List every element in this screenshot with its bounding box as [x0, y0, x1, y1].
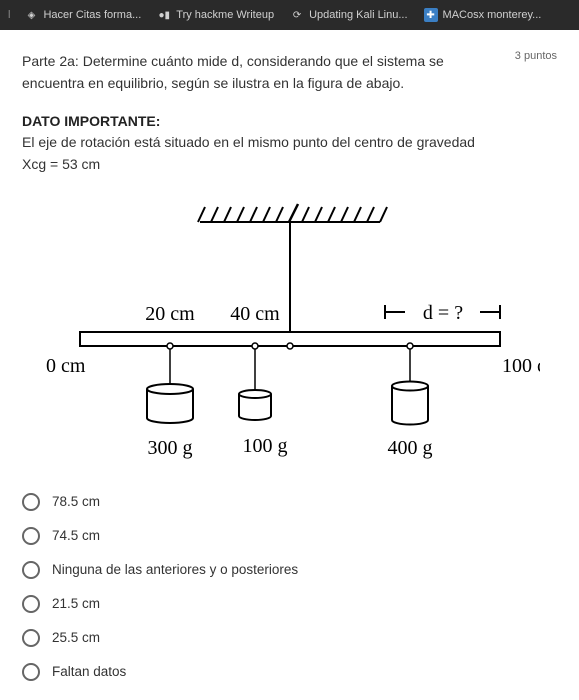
option-label: Ninguna de las anteriores y o posteriore… — [52, 562, 298, 577]
radio-icon — [22, 493, 40, 511]
label-w1: 300 g — [147, 437, 192, 459]
question-line2: encuentra en equilibrio, según se ilustr… — [22, 75, 404, 91]
label-100cm: 100 cm — [502, 355, 540, 377]
question-header: Parte 2a: Determine cuánto mide d, consi… — [22, 50, 557, 95]
label-d: d = ? — [422, 302, 462, 324]
question-points: 3 puntos — [515, 50, 557, 62]
bookmark-label: Try hackme Writeup — [176, 9, 274, 21]
answer-options: 78.5 cm 74.5 cm Ninguna de las anteriore… — [22, 485, 557, 689]
label-20cm: 20 cm — [145, 303, 195, 325]
answer-option[interactable]: Ninguna de las anteriores y o posteriore… — [22, 553, 557, 587]
radio-icon — [22, 527, 40, 545]
diamond-icon: ◈ — [24, 8, 38, 22]
label-0cm: 0 cm — [46, 355, 86, 377]
question-text: Parte 2a: Determine cuánto mide d, consi… — [22, 50, 499, 95]
bookmark-item[interactable]: ●▮ Try hackme Writeup — [151, 4, 280, 26]
bookmark-label: MACosx monterey... — [443, 9, 542, 21]
option-label: 74.5 cm — [52, 528, 100, 543]
dot-icon: ●▮ — [157, 8, 171, 22]
option-label: 78.5 cm — [52, 494, 100, 509]
option-label: 25.5 cm — [52, 630, 100, 645]
radio-icon — [22, 663, 40, 681]
radio-icon — [22, 561, 40, 579]
answer-option[interactable]: 78.5 cm — [22, 485, 557, 519]
dato-title: DATO IMPORTANTE: — [22, 113, 557, 129]
question-line1: Parte 2a: Determine cuánto mide d, consi… — [22, 53, 444, 69]
bookmark-item[interactable]: ✚ MACosx monterey... — [418, 4, 548, 26]
dato-text: El eje de rotación está situado en el mi… — [22, 131, 557, 176]
dato-line1: El eje de rotación está situado en el mi… — [22, 134, 475, 150]
physics-figure: 20 cm 40 cm d = ? 0 cm 100 cm — [40, 192, 540, 477]
figure-svg: 20 cm 40 cm d = ? 0 cm 100 cm — [40, 192, 540, 472]
bookmark-bar: l ◈ Hacer Citas forma... ●▮ Try hackme W… — [0, 0, 579, 30]
answer-option[interactable]: 25.5 cm — [22, 621, 557, 655]
bookmark-edge: l — [4, 9, 14, 21]
answer-option[interactable]: Faltan datos — [22, 655, 557, 689]
refresh-icon: ⟳ — [290, 8, 304, 22]
bookmark-label: Updating Kali Linu... — [309, 9, 407, 21]
answer-option[interactable]: 74.5 cm — [22, 519, 557, 553]
option-label: 21.5 cm — [52, 596, 100, 611]
label-w2: 100 g — [242, 435, 287, 457]
answer-option[interactable]: 21.5 cm — [22, 587, 557, 621]
label-w3: 400 g — [387, 437, 432, 459]
radio-icon — [22, 595, 40, 613]
plus-icon: ✚ — [424, 8, 438, 22]
option-label: Faltan datos — [52, 664, 126, 679]
bookmark-label: Hacer Citas forma... — [43, 9, 141, 21]
dato-line2: Xcg = 53 cm — [22, 156, 100, 172]
question-content: Parte 2a: Determine cuánto mide d, consi… — [0, 30, 579, 700]
radio-icon — [22, 629, 40, 647]
bookmark-item[interactable]: ◈ Hacer Citas forma... — [18, 4, 147, 26]
label-40cm: 40 cm — [230, 303, 280, 325]
bookmark-item[interactable]: ⟳ Updating Kali Linu... — [284, 4, 413, 26]
